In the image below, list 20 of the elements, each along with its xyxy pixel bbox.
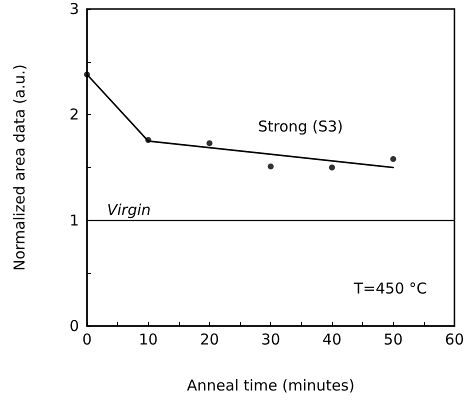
y-tick-label: 3 (69, 0, 79, 18)
point (206, 140, 212, 146)
x-tick-label: 0 (82, 330, 92, 348)
x-tick-label: 60 (444, 330, 464, 348)
x-tick-label: 50 (384, 330, 403, 348)
ref-line-label: Virgin (107, 200, 151, 219)
x-tick-label: 10 (138, 330, 158, 348)
point (390, 156, 396, 162)
y-tick-label: 2 (69, 106, 79, 124)
point (328, 164, 335, 170)
y-tick-label: 0 (69, 317, 79, 335)
annotation: T=450 °C (352, 280, 428, 298)
y-axis-title: Normalized area data (a.u.) (10, 64, 28, 271)
x-tick-label: 20 (200, 330, 220, 348)
x-tick-label: 40 (322, 330, 342, 348)
x-axis-title: Anneal time (minutes) (186, 376, 355, 394)
point (268, 163, 274, 170)
x-tick-label: 30 (261, 330, 280, 348)
y-tick-label: 1 (69, 211, 79, 230)
annotation: Strong (S3) (258, 118, 343, 136)
